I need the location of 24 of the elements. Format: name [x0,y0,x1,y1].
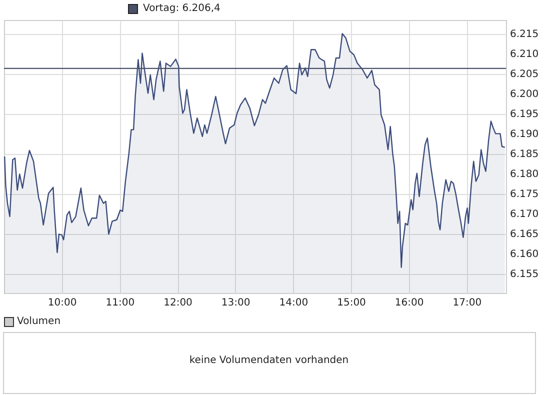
y-tick-label: 6.205 [510,69,539,80]
x-tick-label: 11:00 [106,298,135,308]
y-tick-label: 6.210 [510,49,539,60]
x-tick-label: 12:00 [164,298,192,308]
text: Volumen [17,316,61,327]
y-tick-label: 6.155 [510,269,539,280]
x-tick-label: 17:00 [452,298,482,308]
text: keine Volumendaten vorhanden [189,355,349,366]
y-tick-label: 6.165 [510,229,539,240]
y-tick-label: 6.190 [510,129,539,140]
y-tick-label: 6.175 [510,189,539,200]
y-tick-label: 6.170 [510,209,539,220]
x-tick-label: 15:00 [337,298,366,308]
y-tick-label: 6.200 [510,89,539,100]
y-tick-label: 6.185 [510,149,539,160]
x-tick-label: 16:00 [394,298,424,308]
y-tick-label: 6.195 [510,109,539,120]
legend-label: Vortag: 6.206,4 [143,3,220,14]
x-tick-label: 10:00 [48,298,77,308]
y-tick-label: 6.180 [510,169,539,180]
x-tick-label: 13:00 [221,298,250,308]
x-tick-label: 14:00 [279,298,308,308]
y-tick-label: 6.160 [510,249,539,260]
y-tick-label: 6.215 [510,29,539,40]
